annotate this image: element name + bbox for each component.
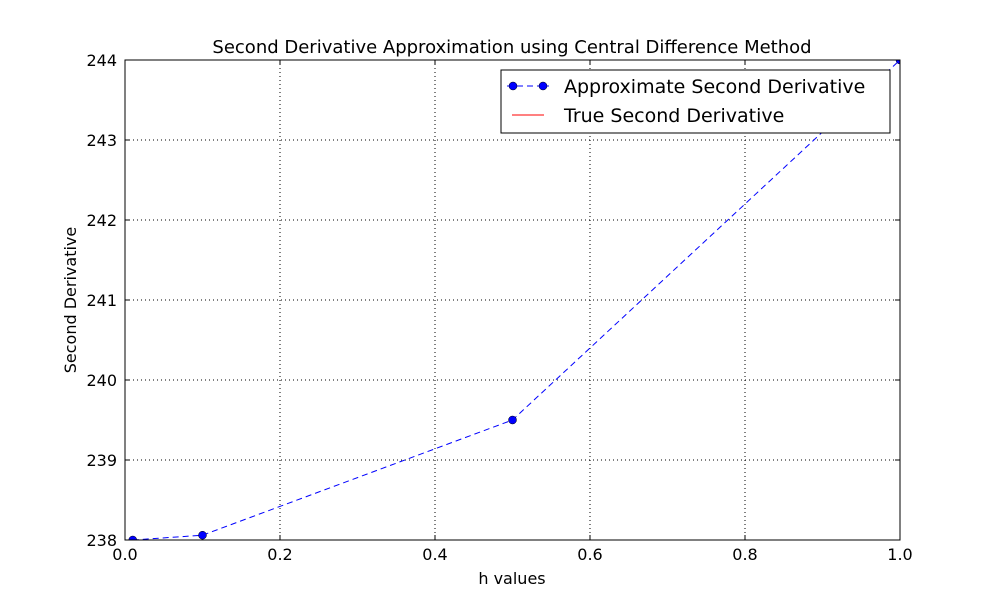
- legend-box: [500, 69, 891, 134]
- data-point: [508, 415, 517, 425]
- y-tick-label: 244: [86, 51, 117, 70]
- y-tick-label: 239: [86, 451, 117, 470]
- data-point: [128, 535, 137, 540]
- ticks: 0.0 0.2 0.4 0.6 0.8 1.0 238 239 240 241 242 243 244: [86, 51, 912, 564]
- x-tick-label: 0.2: [267, 545, 292, 564]
- legend-marker-approximate-left: [508, 81, 518, 91]
- y-tick-label: 243: [86, 131, 117, 150]
- data-point: [198, 530, 207, 540]
- x-tick-label: 0.6: [577, 545, 602, 564]
- series-layer: [128, 60, 900, 540]
- x-axis-label: h values: [478, 569, 545, 588]
- x-tick-label: 0.0: [112, 545, 137, 564]
- chart-title: Second Derivative Approximation using Ce…: [212, 37, 811, 58]
- data-point: [895, 60, 900, 65]
- y-tick-label: 238: [86, 531, 117, 550]
- x-tick-label: 1.0: [887, 545, 912, 564]
- legend: Approximate Second Derivative True Secon…: [500, 69, 891, 134]
- legend-label-approximate: Approximate Second Derivative: [564, 76, 865, 98]
- legend-marker-approximate-right: [538, 81, 548, 91]
- y-axis-label: Second Derivative: [61, 227, 80, 373]
- y-tick-label: 240: [86, 371, 117, 390]
- legend-label-true: True Second Derivative: [563, 105, 784, 127]
- y-tick-label: 242: [86, 211, 117, 230]
- x-tick-label: 0.8: [732, 545, 757, 564]
- y-tick-label: 241: [86, 291, 117, 310]
- x-tick-label: 0.4: [422, 545, 447, 564]
- series-line-0: [132, 60, 900, 540]
